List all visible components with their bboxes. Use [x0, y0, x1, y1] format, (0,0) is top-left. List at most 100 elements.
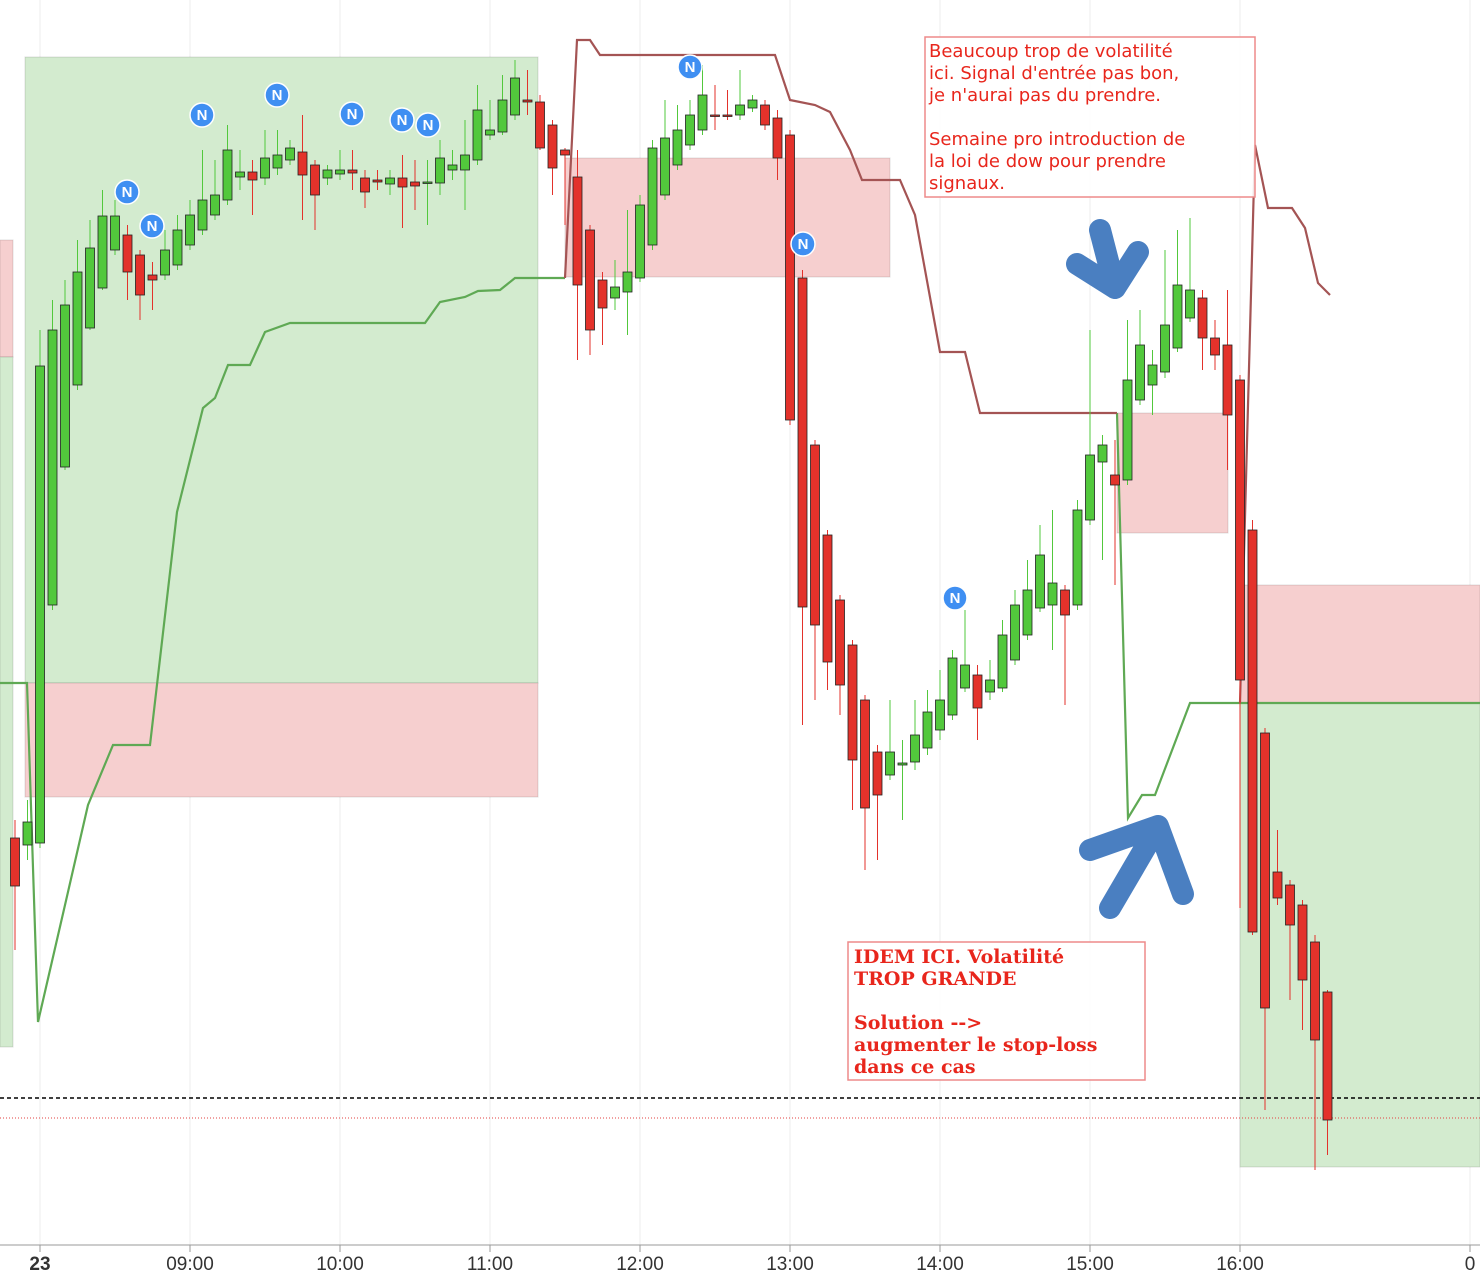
candle-body: [1047, 582, 1058, 606]
arrow-up: [1079, 815, 1194, 919]
candle-body: [1247, 529, 1258, 933]
x-tick-label: 14:00: [916, 1254, 964, 1275]
news-marker-label: N: [685, 59, 696, 76]
candle-body: [897, 762, 908, 766]
candle-body: [185, 214, 195, 246]
annotation-text: la loi de dow pour prendre: [929, 151, 1166, 172]
candle-body: [1297, 904, 1308, 981]
candle-body: [872, 751, 883, 796]
candle-body: [360, 177, 370, 193]
candle-body: [197, 199, 208, 231]
annotation-text: dans ce cas: [854, 1056, 976, 1078]
arrows: [1066, 219, 1194, 919]
news-marker-label: N: [423, 117, 434, 134]
annotation-box: [924, 36, 1256, 198]
candle-body: [835, 599, 845, 686]
candle-body: [222, 149, 233, 201]
candle-body: [22, 821, 33, 846]
candle-body: [60, 304, 70, 468]
candle-body: [335, 169, 345, 175]
candle-body: [1185, 289, 1195, 319]
candle-body: [35, 365, 45, 844]
candle-body: [785, 134, 795, 421]
candle-body: [972, 674, 983, 709]
x-tick-label: 16:00: [1216, 1254, 1264, 1275]
x-tick-label: 15:00: [1066, 1254, 1114, 1275]
candle-body: [97, 215, 108, 289]
x-tick-label: 23: [29, 1254, 50, 1275]
candle-body: [747, 99, 758, 109]
candle-body: [272, 154, 283, 169]
candle-body: [210, 194, 220, 216]
candle-body: [935, 699, 945, 731]
candle-body: [1022, 589, 1033, 636]
candle-body: [1122, 379, 1133, 481]
candle-body: [735, 104, 745, 116]
candle-body: [535, 101, 545, 149]
candle-body: [560, 149, 570, 156]
candle-body: [172, 229, 183, 266]
arrow-down: [1066, 219, 1149, 299]
candle-body: [760, 104, 770, 126]
annotation-text: je n'aurai pas du prendre.: [928, 85, 1161, 106]
candle-body: [772, 117, 783, 159]
candle-body: [810, 444, 820, 626]
candle-body: [710, 114, 720, 117]
candle-body: [47, 329, 58, 606]
candle-body: [160, 249, 170, 276]
zone: [24, 682, 539, 798]
candle-body: [697, 94, 708, 131]
news-marker: [415, 112, 441, 138]
candle-body: [847, 644, 858, 761]
news-marker-label: N: [197, 107, 208, 124]
annotation-text: signaux.: [929, 173, 1005, 194]
candle-body: [1135, 344, 1145, 401]
candle-body: [947, 657, 958, 716]
annotation-text: IDEM ICI. Volatilité: [854, 946, 1064, 968]
candle-body: [1322, 991, 1333, 1121]
zone: [564, 157, 891, 278]
candle-body: [547, 124, 558, 169]
indicator-line: [0, 276, 1480, 1023]
candle-body: [1222, 344, 1233, 416]
news-marker: [339, 101, 365, 127]
x-tick-label: 12:00: [616, 1254, 664, 1275]
news-marker-label: N: [272, 87, 283, 104]
candle-body: [1097, 444, 1108, 463]
candle-body: [1260, 732, 1270, 1009]
x-tick-label: 09:00: [166, 1254, 214, 1275]
plot-area: [0, 0, 1480, 1245]
x-tick-label: 11:00: [467, 1254, 513, 1275]
candle-body: [260, 157, 270, 179]
candle-body: [135, 254, 145, 296]
news-marker: [389, 107, 415, 133]
annotation-text: TROP GRANDE: [854, 968, 1016, 990]
candle-body: [1035, 554, 1045, 609]
news-marker: [264, 82, 290, 108]
candle-body: [985, 679, 995, 693]
candle-body: [1210, 337, 1220, 356]
candle-body: [497, 99, 508, 133]
candle-body: [635, 204, 645, 279]
candle-body: [310, 164, 320, 196]
candle-body: [660, 137, 670, 196]
candle-body: [1160, 324, 1170, 373]
news-marker-label: N: [147, 218, 158, 235]
candle-body: [285, 147, 295, 161]
candle-body: [485, 129, 495, 136]
x-tick-label: 0: [1465, 1254, 1476, 1275]
zone: [1239, 702, 1480, 1168]
candle-body: [1272, 871, 1283, 899]
candle-body: [1285, 884, 1295, 926]
candle-body: [397, 177, 408, 188]
annotation-text: Solution -->: [854, 1012, 982, 1034]
annotation-box: [847, 941, 1146, 1081]
zone: [1239, 584, 1480, 704]
candle-body: [422, 181, 433, 184]
candle-body: [997, 634, 1008, 689]
news-marker-label: N: [347, 106, 358, 123]
candle-body: [585, 229, 595, 331]
candle-body: [235, 171, 245, 178]
annotation-text: Semaine pro introduction de: [929, 129, 1185, 150]
news-marker-label: N: [397, 112, 408, 129]
